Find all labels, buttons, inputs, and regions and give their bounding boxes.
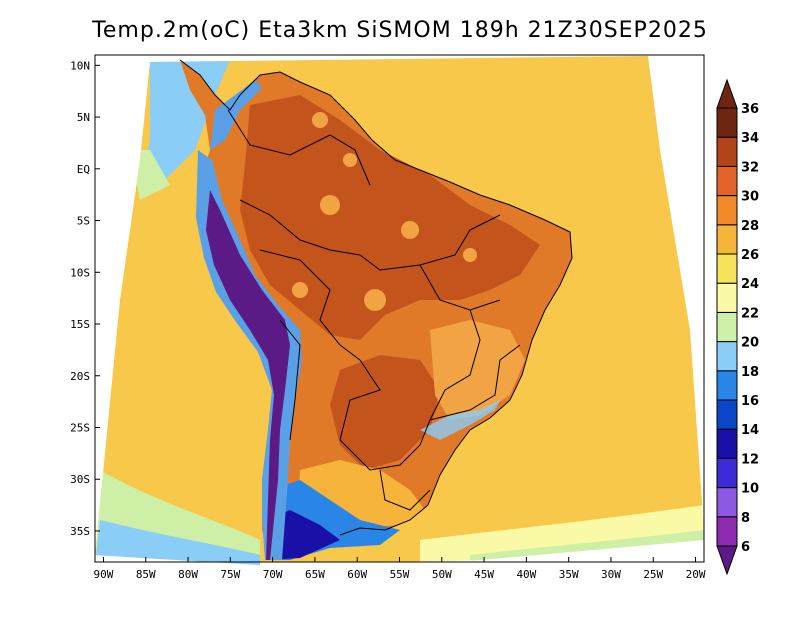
lon-tick-label: 25W: [643, 568, 663, 581]
lon-tick-label: 80W: [178, 568, 198, 581]
lon-tick-label: 50W: [432, 568, 452, 581]
colorbar-segment: [716, 428, 738, 459]
colorbar-segment: [716, 487, 738, 518]
temperature-field: [95, 56, 704, 565]
warm-spot: [292, 282, 308, 298]
lon-tick-label: 40W: [516, 568, 536, 581]
colorbar-max-triangle: [716, 78, 738, 109]
lat-tick-label: 5S: [77, 215, 90, 228]
hot-core-amazon: [240, 95, 540, 340]
lat-tick-label: 35S: [70, 525, 90, 538]
lon-tick-label: 90W: [94, 568, 114, 581]
warm-spot: [401, 221, 419, 239]
lat-tick-label: 15S: [70, 318, 90, 331]
colorbar-segment: [716, 370, 738, 401]
lon-tick-label: 35W: [559, 568, 579, 581]
colorbar-segment: [716, 282, 738, 313]
colorbar-label: 32: [741, 160, 759, 175]
lon-tick-label: 55W: [390, 568, 410, 581]
colorbar-label: 36: [741, 102, 759, 117]
hot-core-chaco: [330, 355, 440, 470]
longitude-axis: 90W 85W 80W 75W 70W 65W 60W 55W 50W 45W 40W 35W 30W 2…: [94, 557, 706, 581]
lat-tick-label: 10S: [70, 266, 90, 279]
colorbar-label: 30: [741, 190, 759, 205]
colorbar-segment: [716, 136, 738, 167]
lon-tick-label: 20W: [686, 568, 706, 581]
warm-spot: [312, 112, 328, 128]
warm-spot: [364, 289, 386, 311]
patagonia-colder: [268, 510, 340, 560]
warm-spot: [343, 153, 357, 167]
colorbar-segment: [716, 253, 738, 284]
cool-ocean-pacific-eq: [130, 150, 170, 200]
colorbar-label: 24: [741, 277, 759, 292]
lon-tick-label: 75W: [220, 568, 240, 581]
colorbar-label: 14: [741, 423, 759, 438]
eastern-highlands: [430, 320, 525, 420]
colorbar-label: 22: [741, 306, 759, 321]
colorbar-label: 10: [741, 482, 759, 497]
coastline: [179, 59, 573, 536]
lon-tick-label: 85W: [136, 568, 156, 581]
colorbar-segment: [716, 224, 738, 255]
colorbar-segment: [716, 195, 738, 226]
lon-tick-label: 30W: [601, 568, 621, 581]
colorbar-segment: [716, 311, 738, 343]
andes-peaks: [206, 190, 290, 560]
lat-tick-label: 25S: [70, 421, 90, 434]
colorbar-segment: [716, 399, 738, 430]
colorbar-segment: [716, 457, 738, 489]
colorbar-label: 20: [741, 336, 759, 351]
temperature-colorbar: 6 8 10 12 14 16 18 20 22 24 26 28 30 32 34 36: [716, 78, 759, 576]
colorbar-segment: [716, 107, 738, 138]
latitude-axis: 10N 5N EQ 5S 10S 15S 20S 25S 30S 35S: [70, 59, 100, 538]
warm-spot: [320, 195, 340, 215]
colorbar-label: 28: [741, 219, 759, 234]
warm-spot: [463, 248, 477, 262]
colorbar-label: 16: [741, 394, 759, 409]
lon-tick-label: 60W: [347, 568, 367, 581]
colorbar-label: 18: [741, 365, 759, 380]
colorbar-segment: [716, 165, 738, 197]
colorbar-min-triangle: [716, 545, 738, 576]
lat-tick-label: 20S: [70, 370, 90, 383]
map-title: Temp.2m(oC) Eta3km SiSMOM 189h 21Z30SEP2…: [92, 18, 708, 43]
colorbar-segment: [716, 516, 738, 547]
colorbar-label: 26: [741, 248, 759, 263]
lon-tick-label: 45W: [474, 568, 494, 581]
colorbar-segment: [716, 341, 738, 372]
country-borders: [227, 109, 521, 511]
colorbar-label: 6: [741, 540, 750, 555]
lat-tick-label: EQ: [77, 163, 90, 176]
colorbar-label: 12: [741, 452, 759, 467]
lat-tick-label: 30S: [70, 473, 90, 486]
lat-tick-label: 10N: [70, 59, 90, 72]
cold-ocean-sw: [95, 520, 260, 565]
lon-tick-label: 70W: [263, 568, 283, 581]
colorbar-label: 34: [741, 131, 759, 146]
serra-do-mar: [420, 400, 500, 440]
lat-tick-label: 5N: [77, 111, 90, 124]
colorbar-label: 8: [741, 511, 750, 526]
north-andes: [210, 80, 262, 150]
lon-tick-label: 65W: [305, 568, 325, 581]
